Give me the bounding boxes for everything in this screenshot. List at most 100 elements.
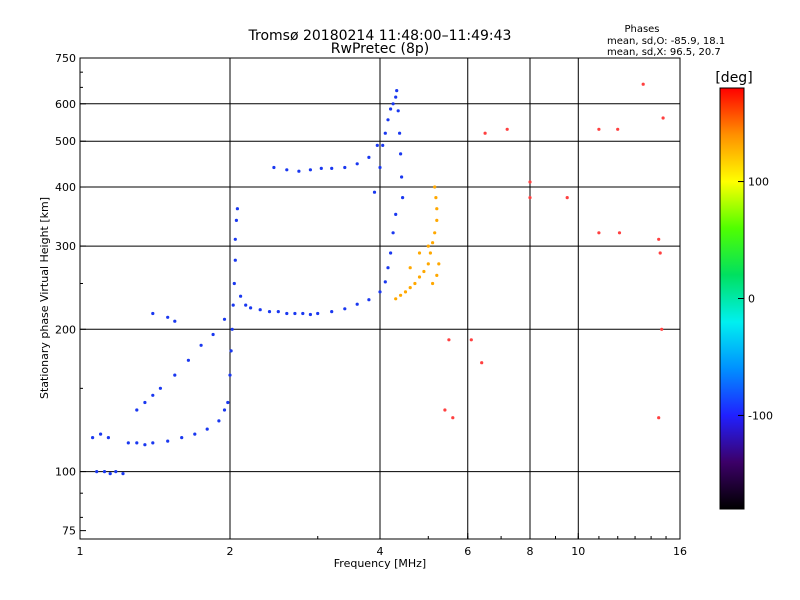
- data-point: [367, 155, 371, 159]
- data-point: [394, 95, 398, 99]
- data-point: [158, 386, 162, 390]
- data-point: [641, 82, 645, 86]
- x-tick-label: 2: [227, 545, 234, 558]
- data-point: [285, 311, 289, 316]
- data-point: [232, 281, 236, 286]
- data-point: [151, 441, 155, 445]
- data-point: [258, 308, 262, 312]
- data-point: [166, 315, 170, 319]
- data-point: [249, 306, 253, 310]
- data-point: [378, 165, 382, 170]
- data-point: [483, 131, 487, 135]
- y-tick-label: 500: [55, 135, 76, 148]
- data-point: [657, 416, 661, 420]
- data-point: [186, 358, 190, 362]
- data-point: [389, 251, 393, 255]
- data-point: [469, 338, 473, 342]
- data-point: [293, 311, 297, 316]
- data-point: [408, 286, 412, 290]
- y-tick-label: 200: [55, 323, 76, 336]
- y-grid: [80, 103, 680, 473]
- data-point: [383, 280, 387, 284]
- data-point: [193, 432, 197, 436]
- data-point: [343, 307, 347, 311]
- y-axis: 75 100 200 300 400 500 600 750: [55, 52, 86, 538]
- data-point: [386, 266, 390, 270]
- x-tick-label: 8: [527, 545, 534, 558]
- data-point: [205, 427, 209, 431]
- data-point: [143, 443, 147, 447]
- data-point: [426, 262, 430, 266]
- data-point: [355, 302, 359, 306]
- colorbar: [deg] -100 0 100: [715, 70, 773, 510]
- data-point: [389, 107, 393, 111]
- colorbar-label: [deg]: [715, 70, 752, 86]
- data-point: [433, 231, 437, 235]
- data-point: [135, 408, 139, 412]
- data-point: [597, 127, 601, 131]
- y-tick-label: 600: [55, 98, 76, 111]
- data-point: [413, 281, 417, 286]
- data-point: [398, 131, 402, 135]
- data-point: [143, 400, 147, 405]
- data-point: [316, 311, 320, 316]
- data-point: [301, 311, 305, 316]
- data-points: [91, 82, 665, 476]
- data-point: [228, 373, 232, 377]
- data-point: [235, 207, 239, 211]
- data-point: [437, 262, 441, 266]
- data-point: [272, 165, 276, 170]
- data-point: [394, 297, 398, 301]
- data-point: [396, 109, 400, 113]
- data-point: [108, 472, 112, 476]
- data-point: [617, 231, 622, 235]
- data-point: [395, 89, 399, 93]
- data-point: [308, 168, 312, 172]
- data-point: [166, 439, 170, 443]
- data-point: [121, 472, 125, 476]
- data-point: [126, 441, 130, 445]
- data-point: [99, 432, 103, 436]
- data-point: [151, 311, 155, 316]
- data-point: [435, 218, 439, 222]
- data-point: [381, 143, 385, 147]
- data-point: [616, 127, 620, 131]
- data-point: [417, 275, 422, 279]
- data-point: [330, 310, 334, 314]
- data-point: [565, 196, 569, 200]
- data-point: [367, 298, 371, 302]
- data-point: [297, 169, 301, 173]
- data-point: [528, 180, 532, 184]
- data-point: [435, 273, 439, 277]
- data-point: [135, 441, 139, 445]
- data-point: [375, 143, 379, 147]
- data-point: [285, 168, 289, 172]
- data-point: [428, 251, 432, 255]
- data-point: [231, 303, 235, 307]
- y-tick-label: 400: [55, 181, 76, 194]
- data-point: [239, 294, 243, 298]
- x-axis: 1 2 4 6 8 10 16: [77, 533, 687, 558]
- data-point: [451, 416, 455, 420]
- data-point: [244, 303, 248, 307]
- data-point: [343, 165, 347, 170]
- y-axis-label: Stationary phase Virtual Height [km]: [38, 197, 51, 399]
- y-tick-label: 750: [55, 52, 76, 65]
- stats-header: Phases: [624, 24, 659, 35]
- data-point: [234, 218, 238, 222]
- data-point: [233, 237, 237, 241]
- data-point: [199, 343, 203, 347]
- data-point: [528, 196, 532, 200]
- data-point: [394, 212, 398, 216]
- x-tick-label: 1: [77, 545, 84, 558]
- data-point: [657, 237, 661, 241]
- data-point: [233, 258, 237, 262]
- data-point: [151, 393, 155, 397]
- stats-o-line: mean, sd,O: -85.9, 18.1: [607, 36, 725, 47]
- data-point: [308, 312, 312, 317]
- data-point: [180, 436, 184, 440]
- colorbar-tick-label: 100: [748, 176, 769, 189]
- data-point: [91, 436, 95, 440]
- data-point: [660, 327, 664, 331]
